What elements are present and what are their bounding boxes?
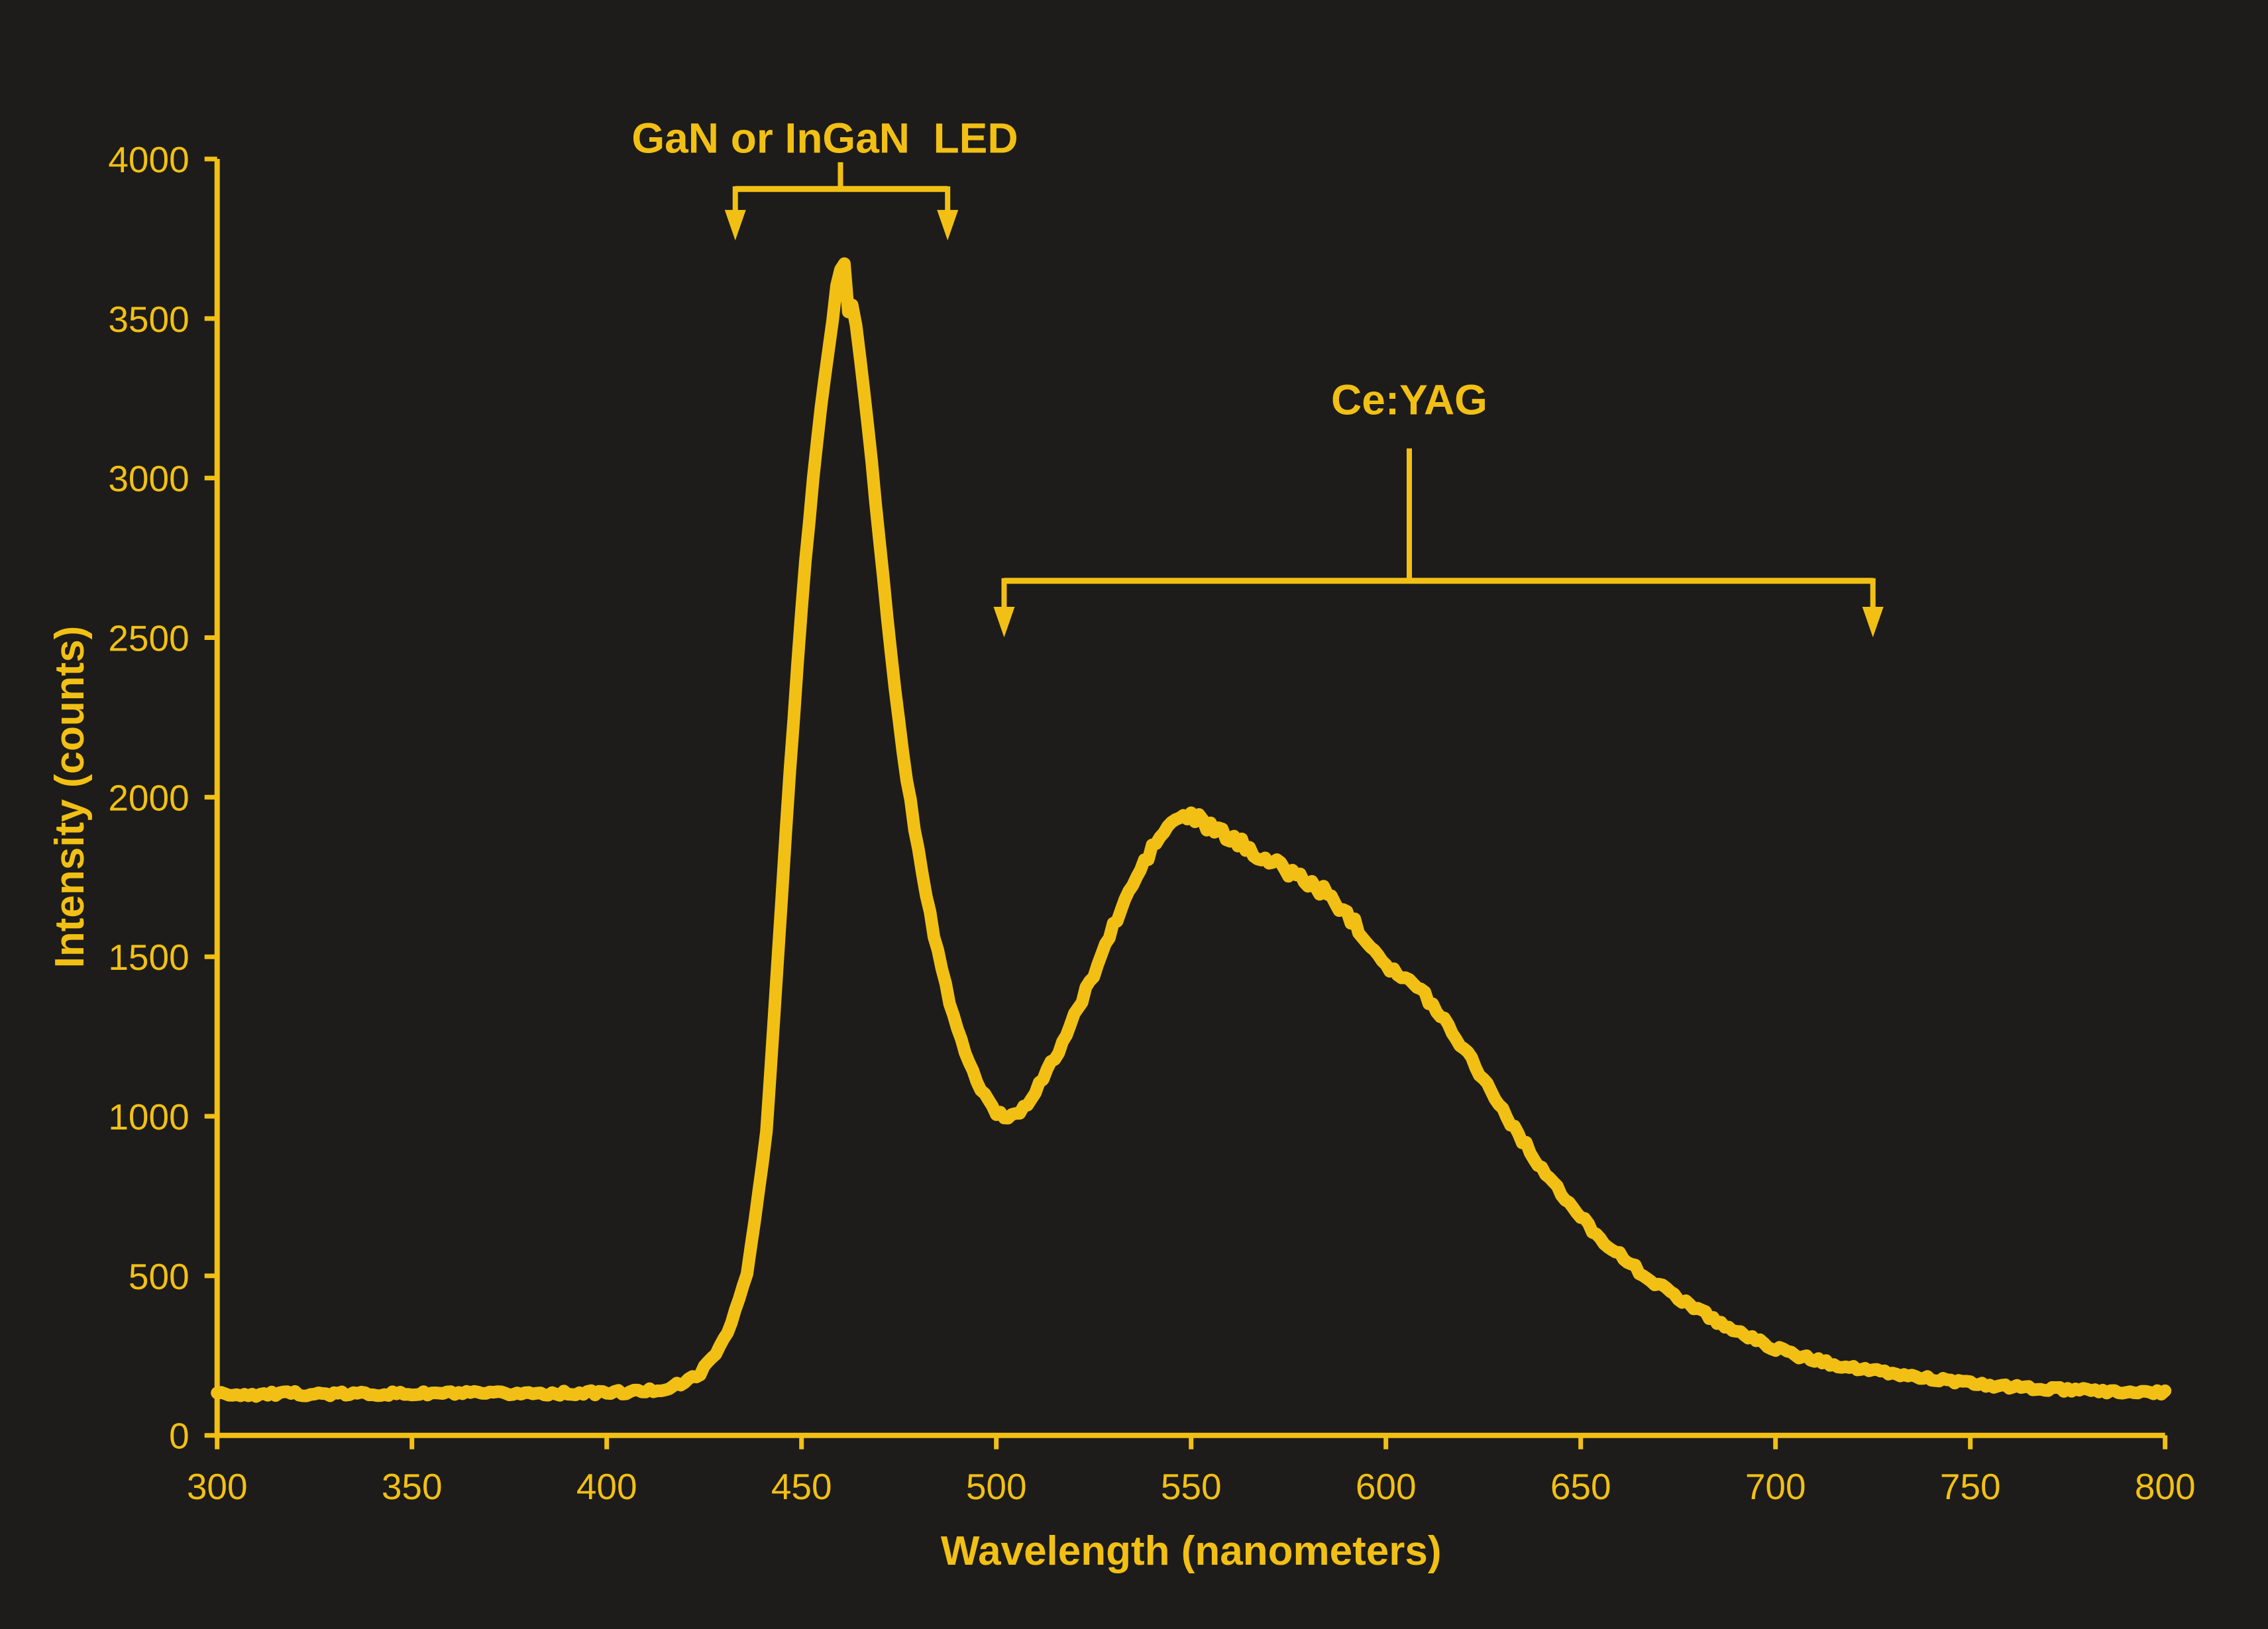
y-tick-label: 1500 — [108, 937, 189, 978]
tick-labels: 0 500 1000 1500 2000 2500 3000 3500 4000 300 350 40… — [108, 139, 2195, 1507]
x-tick-label: 750 — [1940, 1466, 2001, 1507]
y-axis-title: Intensity (counts) — [47, 626, 93, 969]
y-tick-label: 1000 — [108, 1096, 189, 1137]
arrow-head-icon — [937, 209, 959, 240]
x-tick-label: 450 — [771, 1466, 832, 1507]
arrow-head-icon — [1862, 607, 1884, 638]
ceyag-bracket — [993, 448, 1884, 638]
gan-led-annotation-label: GaN or InGaN LED — [631, 114, 1018, 162]
ceyag-annotation-label: Ce:YAG — [1331, 376, 1487, 423]
x-tick-label: 400 — [576, 1466, 637, 1507]
y-tick-label: 0 — [169, 1416, 189, 1457]
x-tick-label: 800 — [2135, 1466, 2196, 1507]
x-tick-label: 300 — [187, 1466, 248, 1507]
y-tick-label: 2500 — [108, 618, 189, 659]
x-tick-label: 550 — [1161, 1466, 1222, 1507]
gan-led-bracket — [724, 162, 959, 240]
arrow-head-icon — [993, 607, 1015, 638]
y-tick-label: 500 — [129, 1256, 189, 1297]
y-tick-label: 2000 — [108, 777, 189, 818]
x-tick-label: 500 — [966, 1466, 1027, 1507]
x-axis-title: Wavelength (nanometers) — [941, 1528, 1442, 1574]
x-tick-label: 650 — [1550, 1466, 1611, 1507]
axes — [204, 156, 2168, 1449]
arrow-head-icon — [724, 209, 746, 240]
y-tick-label: 3000 — [108, 458, 189, 499]
x-tick-label: 700 — [1745, 1466, 1806, 1507]
spectrum-curve — [211, 257, 2172, 1403]
x-tick-label: 600 — [1356, 1466, 1417, 1507]
y-tick-label: 3500 — [108, 299, 189, 340]
x-tick-label: 350 — [382, 1466, 443, 1507]
y-tick-label: 4000 — [108, 139, 189, 180]
